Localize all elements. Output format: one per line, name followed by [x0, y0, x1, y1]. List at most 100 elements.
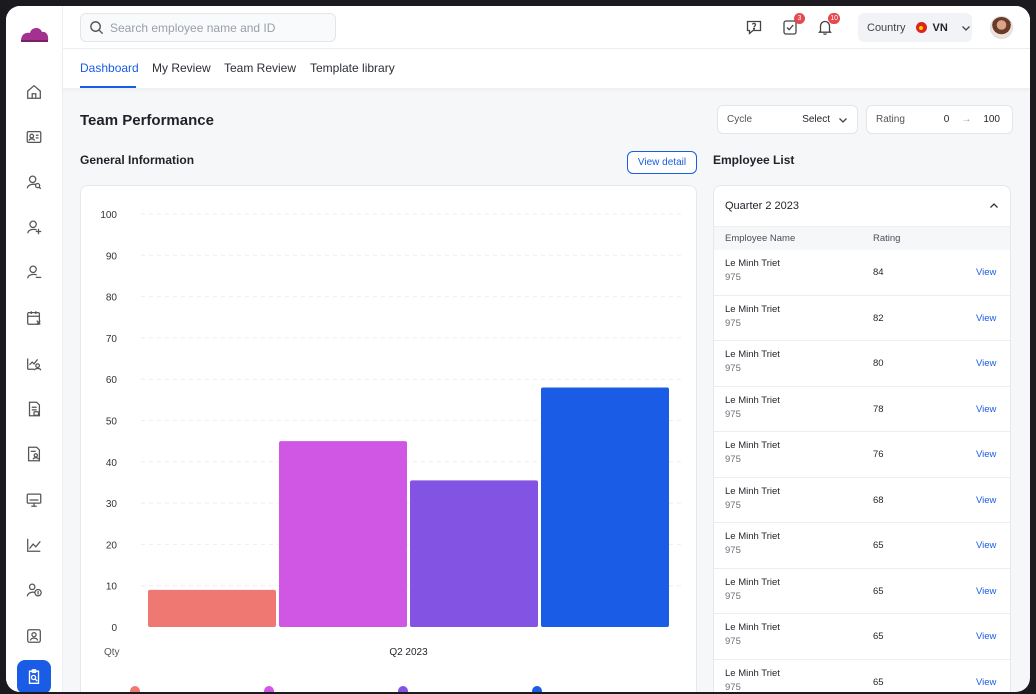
employee-id: 975 — [725, 681, 741, 693]
tab-my-review[interactable]: My Review — [152, 61, 211, 75]
employee-rating: 78 — [873, 403, 884, 415]
user-document-icon[interactable] — [20, 622, 48, 650]
salary-icon[interactable] — [20, 576, 48, 604]
view-link[interactable]: View — [976, 540, 997, 551]
table-row: Le Minh Triet 975 76 View — [714, 432, 1010, 478]
y-tick-label: 30 — [106, 499, 118, 510]
rating-label: Rating — [876, 114, 905, 125]
employee-rating: 65 — [873, 631, 884, 642]
employee-name: Le Minh Triet — [725, 349, 780, 360]
y-tick-label: 90 — [106, 251, 118, 262]
task-badge: 3 — [794, 13, 805, 24]
employee-name: Le Minh Triet — [725, 440, 780, 451]
employee-id: 975 — [725, 363, 741, 374]
view-link[interactable]: View — [976, 312, 997, 324]
bar-series-1[interactable] — [148, 589, 276, 627]
employee-name: Le Minh Triet — [725, 531, 780, 542]
brand-logo-icon[interactable] — [18, 22, 50, 44]
chevron-up-icon[interactable] — [988, 200, 1000, 212]
user-add-icon[interactable] — [20, 213, 48, 241]
table-row: Le Minh Triet 975 65 View — [714, 614, 1010, 660]
view-link[interactable]: View — [976, 267, 997, 278]
task-check-icon[interactable]: 3 — [781, 13, 805, 36]
cycle-filter[interactable]: Cycle Select — [717, 105, 858, 134]
view-link[interactable]: View — [976, 449, 997, 460]
user-search-icon[interactable] — [20, 168, 48, 196]
legend-marker — [398, 686, 408, 692]
employee-rating: 65 — [873, 585, 884, 597]
tab-team-review[interactable]: Team Review — [224, 61, 297, 75]
cycle-label: Cycle — [727, 114, 753, 125]
employee-rating: 84 — [873, 267, 884, 278]
view-link[interactable]: View — [976, 585, 997, 597]
chevron-down-icon — [961, 25, 970, 31]
sidebar — [6, 6, 63, 692]
view-link[interactable]: View — [976, 358, 997, 369]
country-selector[interactable]: Country VN — [858, 13, 972, 42]
bar-series-4[interactable] — [541, 387, 669, 627]
table-row: Le Minh Triet 975 65 View — [714, 660, 1010, 693]
chart-user-icon[interactable] — [20, 349, 48, 377]
tab-bar: Dashboard My Review Team Review Template… — [63, 49, 1030, 89]
user-avatar[interactable] — [990, 16, 1013, 39]
line-chart-icon[interactable] — [20, 531, 48, 559]
employee-id: 975 — [725, 545, 741, 556]
chevron-down-icon — [839, 117, 847, 123]
document-user-icon[interactable] — [20, 440, 48, 468]
y-tick-label: 70 — [106, 334, 118, 345]
bar-series-3[interactable] — [410, 480, 538, 627]
general-information-title: General Information — [80, 153, 195, 167]
user-remove-icon[interactable] — [20, 258, 48, 286]
employee-name: Le Minh Triet — [725, 667, 780, 679]
quarter-group-label: Quarter 2 2023 — [725, 200, 799, 212]
employee-id: 975 — [725, 408, 741, 420]
employee-id: 975 — [725, 499, 741, 511]
employee-id: 975 — [725, 636, 741, 647]
page-title: Team Performance — [80, 112, 214, 129]
y-tick-label: 50 — [106, 417, 118, 428]
help-chat-icon[interactable] — [745, 18, 763, 36]
document-icon[interactable] — [20, 395, 48, 423]
view-link[interactable]: View — [976, 403, 997, 415]
performance-review-icon[interactable] — [17, 660, 51, 692]
table-row: Le Minh Triet 975 84 View — [714, 250, 1010, 296]
monitor-icon[interactable] — [20, 486, 48, 514]
employee-rating: 65 — [873, 540, 884, 551]
id-card-icon[interactable] — [20, 123, 48, 151]
calendar-x-icon[interactable] — [20, 304, 48, 332]
employee-name: Le Minh Triet — [725, 485, 780, 497]
quarter-group-header[interactable]: Quarter 2 2023 — [714, 186, 1010, 227]
search-input[interactable] — [110, 20, 330, 35]
search-bar[interactable] — [80, 13, 336, 42]
employee-rating: 65 — [873, 676, 884, 688]
rating-max-input[interactable]: 100 — [983, 114, 1000, 125]
tab-template-library[interactable]: Template library — [310, 61, 395, 75]
y-tick-label: 60 — [106, 375, 118, 386]
employee-name: Le Minh Triet — [725, 303, 780, 315]
rating-min-input[interactable]: 0 — [943, 114, 950, 125]
tab-dashboard[interactable]: Dashboard — [80, 61, 139, 75]
view-link[interactable]: View — [976, 494, 997, 506]
view-link[interactable]: View — [976, 676, 997, 688]
employee-list-title: Employee List — [713, 153, 795, 167]
y-tick-label: 80 — [106, 293, 118, 304]
table-row: Le Minh Triet 975 65 View — [714, 569, 1010, 614]
view-link[interactable]: View — [976, 631, 997, 642]
notification-badge: 10 — [828, 13, 840, 24]
bar-series-2[interactable] — [279, 441, 407, 627]
table-row: Le Minh Triet 975 78 View — [714, 387, 1010, 432]
employee-rating: 82 — [873, 312, 884, 324]
table-row: Le Minh Triet 975 80 View — [714, 341, 1010, 387]
bell-icon[interactable]: 10 — [816, 13, 840, 36]
employee-list-card: Quarter 2 2023 Employee Name Rating Le M… — [713, 185, 1011, 692]
y-tick-label: 10 — [106, 582, 118, 593]
active-tab-indicator — [80, 86, 136, 88]
rating-range-filter[interactable]: Rating 0 → 100 — [866, 105, 1013, 134]
employee-id: 975 — [725, 454, 741, 465]
employee-name: Le Minh Triet — [725, 576, 780, 588]
x-category-label: Q2 2023 — [389, 647, 428, 658]
legend-marker — [532, 686, 542, 692]
view-detail-button[interactable]: View detail — [627, 151, 697, 174]
home-icon[interactable] — [20, 78, 48, 106]
y-axis-label: Qty — [104, 647, 120, 658]
